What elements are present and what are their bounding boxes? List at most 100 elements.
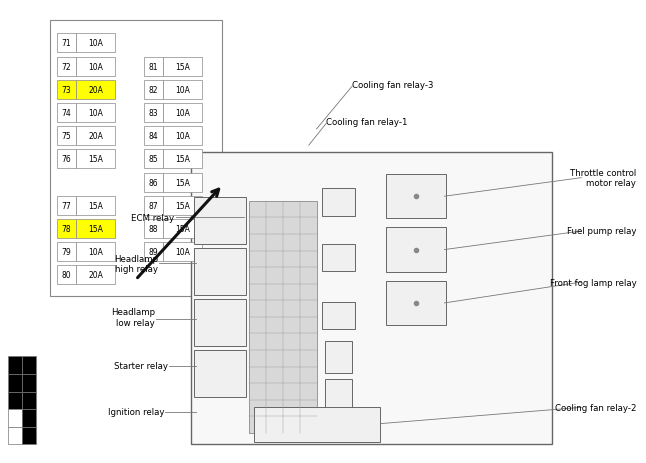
FancyBboxPatch shape: [194, 350, 246, 397]
FancyBboxPatch shape: [144, 196, 163, 215]
FancyBboxPatch shape: [163, 219, 202, 238]
Text: 15A: 15A: [175, 178, 191, 187]
Text: 10A: 10A: [88, 63, 103, 71]
Text: Headlamp
high relay: Headlamp high relay: [114, 254, 158, 274]
Text: 10A: 10A: [88, 39, 103, 48]
FancyBboxPatch shape: [8, 409, 22, 427]
Text: 10A: 10A: [175, 248, 191, 257]
FancyBboxPatch shape: [76, 150, 115, 169]
FancyBboxPatch shape: [194, 300, 246, 346]
FancyBboxPatch shape: [22, 409, 36, 427]
FancyBboxPatch shape: [8, 374, 22, 392]
Text: 83: 83: [149, 109, 158, 118]
FancyBboxPatch shape: [8, 357, 22, 374]
Text: 88: 88: [149, 225, 158, 233]
Text: 73: 73: [61, 86, 72, 94]
Text: 10A: 10A: [88, 109, 103, 118]
Text: 15A: 15A: [175, 155, 191, 164]
Text: Cooling fan relay-1: Cooling fan relay-1: [326, 118, 408, 127]
Text: 10A: 10A: [88, 248, 103, 257]
Text: 20A: 20A: [88, 132, 103, 141]
FancyBboxPatch shape: [322, 189, 355, 216]
Text: Throttle control
motor relay: Throttle control motor relay: [570, 169, 636, 188]
Text: 15A: 15A: [88, 201, 103, 210]
Text: 10A: 10A: [175, 132, 191, 141]
FancyBboxPatch shape: [144, 81, 163, 100]
Text: 79: 79: [61, 248, 72, 257]
Text: 81: 81: [149, 63, 158, 71]
Text: 75: 75: [61, 132, 72, 141]
FancyBboxPatch shape: [163, 81, 202, 100]
FancyBboxPatch shape: [163, 196, 202, 215]
Text: Ignition relay: Ignition relay: [109, 407, 165, 417]
FancyBboxPatch shape: [163, 173, 202, 192]
FancyBboxPatch shape: [163, 243, 202, 262]
FancyBboxPatch shape: [249, 201, 317, 433]
FancyBboxPatch shape: [386, 175, 446, 219]
Text: Fuel pump relay: Fuel pump relay: [567, 227, 636, 236]
FancyBboxPatch shape: [8, 427, 22, 444]
Text: Cooling fan relay-2: Cooling fan relay-2: [555, 403, 636, 412]
FancyBboxPatch shape: [76, 57, 115, 76]
FancyBboxPatch shape: [76, 127, 115, 146]
FancyBboxPatch shape: [50, 21, 222, 296]
FancyBboxPatch shape: [144, 219, 163, 238]
FancyBboxPatch shape: [57, 104, 76, 123]
FancyBboxPatch shape: [163, 150, 202, 169]
Text: 71: 71: [62, 39, 71, 48]
FancyBboxPatch shape: [144, 150, 163, 169]
FancyBboxPatch shape: [57, 150, 76, 169]
FancyBboxPatch shape: [76, 34, 115, 53]
FancyBboxPatch shape: [22, 357, 36, 374]
Text: 87: 87: [149, 201, 158, 210]
FancyBboxPatch shape: [194, 249, 246, 295]
FancyBboxPatch shape: [22, 427, 36, 444]
Text: 86: 86: [149, 178, 158, 187]
Text: 74: 74: [61, 109, 72, 118]
Text: ECM relay: ECM relay: [131, 213, 174, 222]
Text: Cooling fan relay-3: Cooling fan relay-3: [352, 81, 433, 90]
FancyBboxPatch shape: [22, 374, 36, 392]
FancyBboxPatch shape: [325, 379, 352, 411]
FancyBboxPatch shape: [76, 243, 115, 262]
FancyBboxPatch shape: [325, 342, 352, 374]
Text: 82: 82: [149, 86, 158, 94]
FancyBboxPatch shape: [163, 104, 202, 123]
FancyBboxPatch shape: [22, 392, 36, 409]
Text: Front fog lamp relay: Front fog lamp relay: [550, 278, 636, 287]
FancyBboxPatch shape: [163, 127, 202, 146]
Text: 10A: 10A: [175, 109, 191, 118]
Text: Starter relay: Starter relay: [114, 361, 168, 370]
FancyBboxPatch shape: [144, 243, 163, 262]
Text: 76: 76: [61, 155, 72, 164]
FancyBboxPatch shape: [194, 198, 246, 244]
FancyBboxPatch shape: [144, 127, 163, 146]
Text: 15A: 15A: [175, 225, 191, 233]
Text: 15A: 15A: [175, 201, 191, 210]
FancyBboxPatch shape: [76, 196, 115, 215]
FancyBboxPatch shape: [144, 104, 163, 123]
FancyBboxPatch shape: [386, 228, 446, 272]
FancyBboxPatch shape: [386, 281, 446, 325]
Text: 20A: 20A: [88, 86, 103, 94]
Text: 77: 77: [61, 201, 72, 210]
Text: 72: 72: [62, 63, 71, 71]
Text: 20A: 20A: [88, 271, 103, 280]
Text: 89: 89: [149, 248, 158, 257]
FancyBboxPatch shape: [191, 153, 552, 444]
FancyBboxPatch shape: [76, 104, 115, 123]
Text: 10A: 10A: [175, 86, 191, 94]
FancyBboxPatch shape: [163, 57, 202, 76]
FancyBboxPatch shape: [57, 243, 76, 262]
FancyBboxPatch shape: [76, 81, 115, 100]
FancyBboxPatch shape: [322, 302, 355, 330]
Text: 78: 78: [62, 225, 71, 233]
FancyBboxPatch shape: [8, 392, 22, 409]
FancyBboxPatch shape: [57, 81, 76, 100]
FancyBboxPatch shape: [57, 57, 76, 76]
FancyBboxPatch shape: [57, 196, 76, 215]
FancyBboxPatch shape: [57, 127, 76, 146]
FancyBboxPatch shape: [144, 173, 163, 192]
Text: 84: 84: [149, 132, 158, 141]
Text: Headlamp
low relay: Headlamp low relay: [111, 307, 155, 327]
